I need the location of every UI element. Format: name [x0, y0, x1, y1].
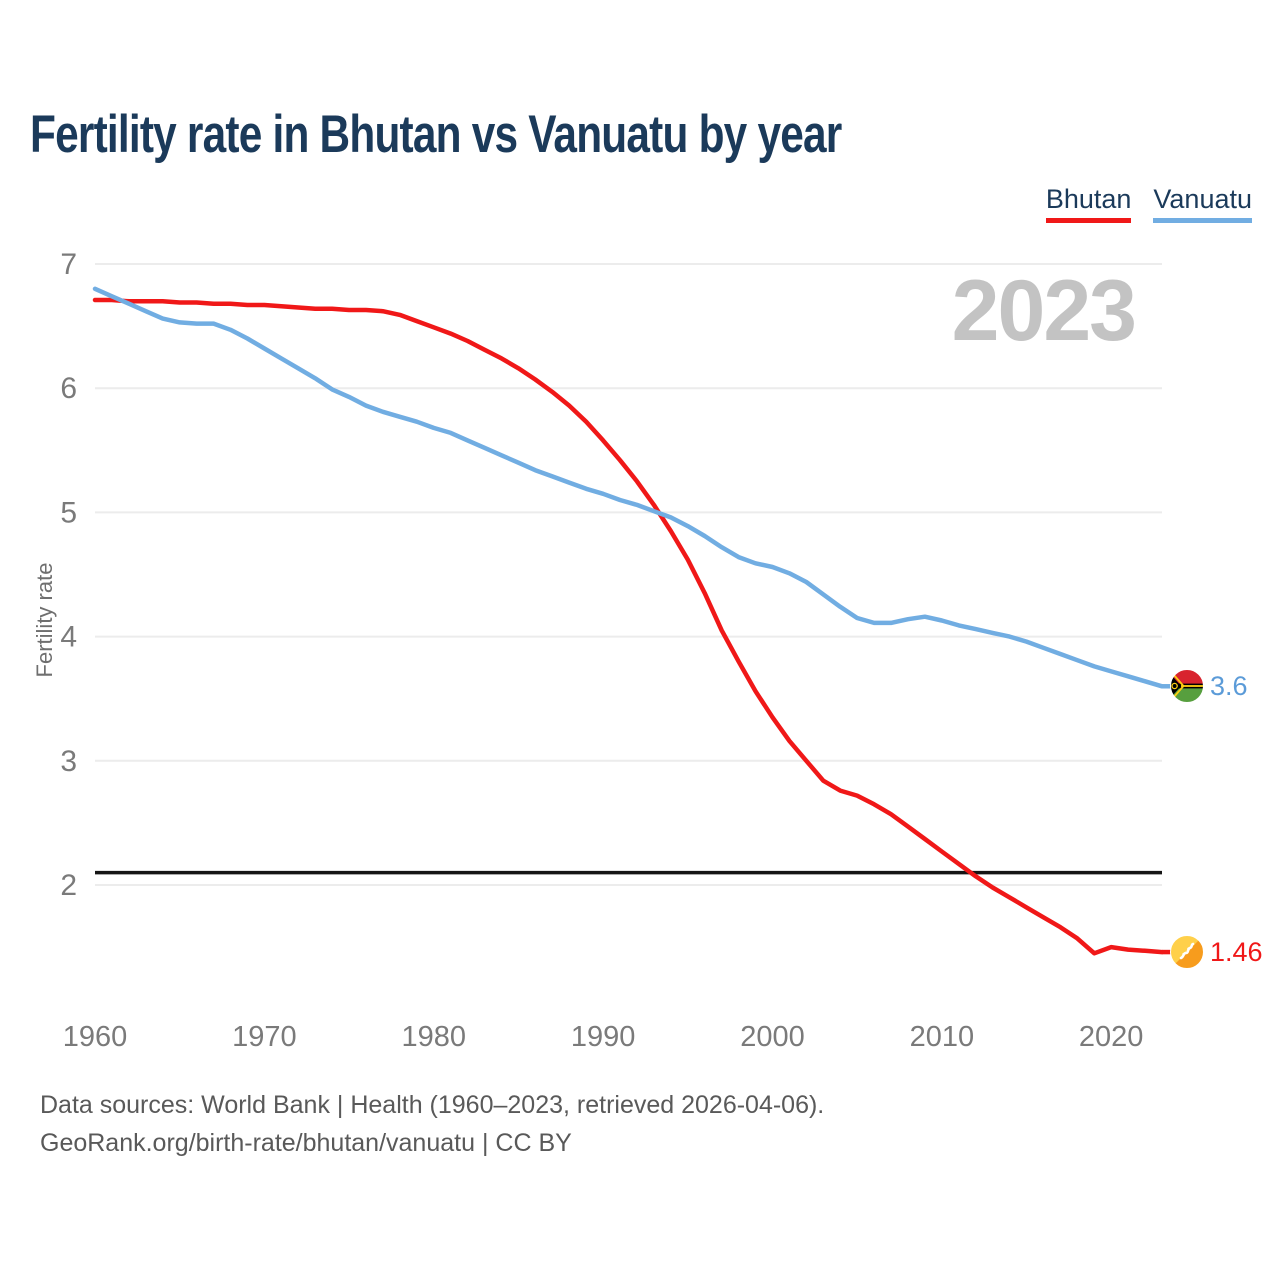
page-title: Fertility rate in Bhutan vs Vanuatu by y…	[30, 105, 842, 164]
y-tick-label: 4	[60, 621, 77, 654]
legend: Bhutan Vanuatu	[1045, 184, 1252, 223]
series-line-vanuatu	[92, 286, 1165, 689]
x-tick-label: 2020	[1079, 1021, 1144, 1053]
y-tick-label: 2	[60, 869, 77, 902]
x-tick-label: 1970	[232, 1021, 297, 1053]
legend-item-vanuatu[interactable]: Vanuatu	[1153, 184, 1252, 223]
x-tick-label: 2000	[740, 1021, 805, 1053]
y-tick-label: 6	[60, 372, 77, 405]
data-source-note: Data sources: World Bank | Health (1960–…	[40, 1086, 824, 1162]
x-tick-label: 1960	[63, 1021, 128, 1053]
x-tick-label: 1980	[401, 1021, 466, 1053]
series-line-bhutan	[92, 297, 1165, 956]
y-tick-label: 3	[60, 745, 77, 778]
y-tick-label: 5	[60, 496, 77, 529]
source-line-1: Data sources: World Bank | Health (1960–…	[40, 1091, 825, 1119]
end-value-bhutan: 1.46	[1210, 937, 1263, 968]
y-tick-label: 7	[60, 248, 77, 281]
bhutan-flag-icon	[1170, 935, 1204, 970]
end-value-vanuatu: 3.6	[1210, 671, 1248, 702]
watermark-year: 2023	[951, 263, 1137, 359]
source-line-2: GeoRank.org/birth-rate/bhutan/vanuatu | …	[40, 1129, 572, 1157]
legend-item-bhutan[interactable]: Bhutan	[1045, 184, 1132, 223]
x-tick-label: 2010	[910, 1021, 975, 1053]
x-tick-label: 1990	[571, 1021, 636, 1053]
vanuatu-flag-icon	[1170, 669, 1204, 704]
